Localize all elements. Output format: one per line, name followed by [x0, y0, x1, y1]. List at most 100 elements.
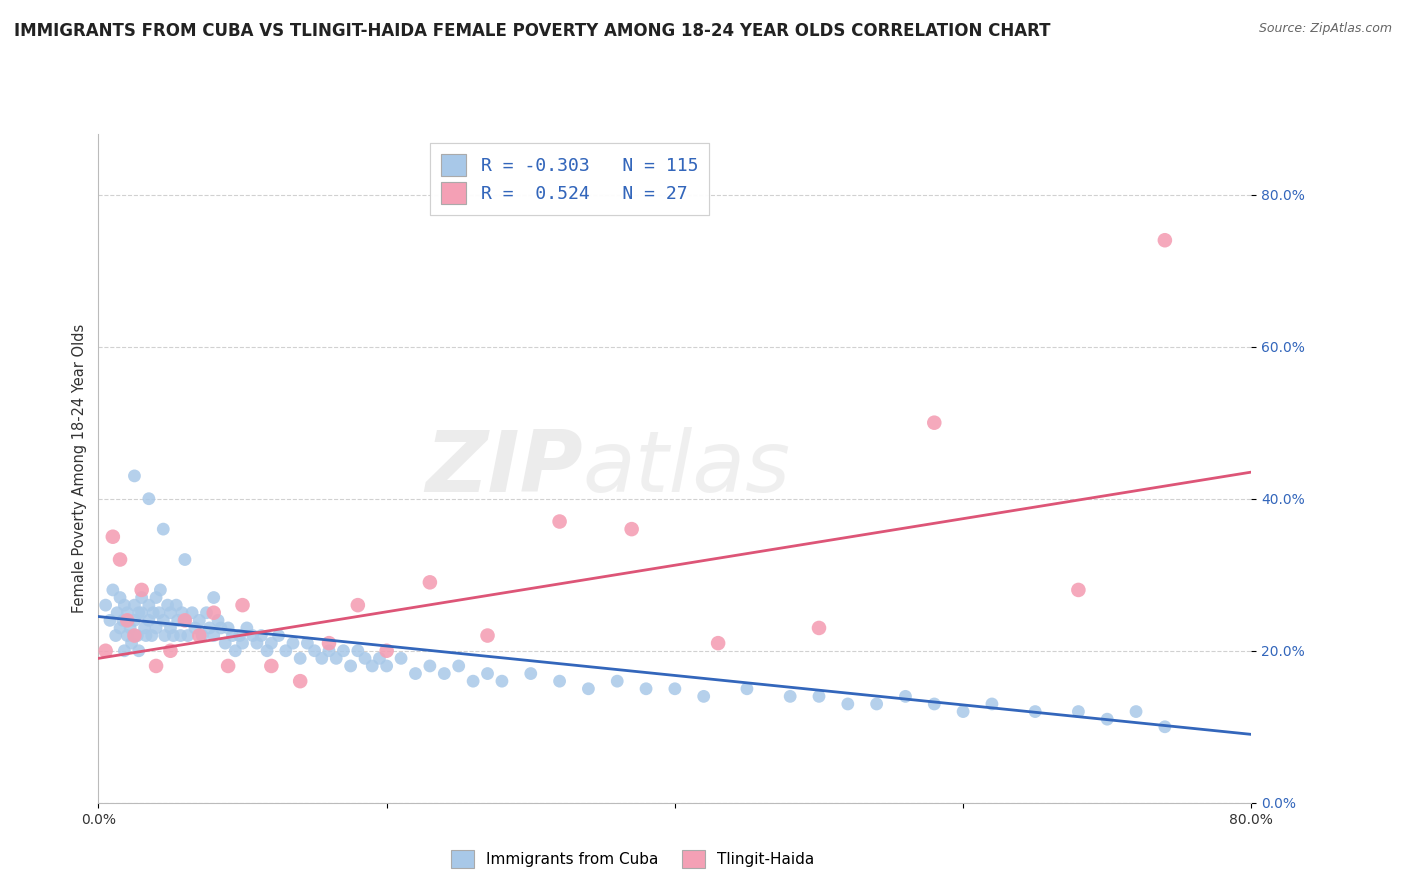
Point: [779, 690, 801, 704]
Point: [477, 628, 499, 642]
Point: [202, 606, 225, 620]
Point: [138, 598, 160, 612]
Text: atlas: atlas: [582, 426, 790, 510]
Point: [117, 606, 138, 620]
Point: [221, 628, 243, 642]
Point: [339, 659, 361, 673]
Point: [214, 636, 236, 650]
Point: [1153, 233, 1175, 247]
Point: [166, 613, 188, 627]
Point: [578, 681, 600, 696]
Point: [101, 582, 124, 597]
Point: [202, 628, 225, 642]
Point: [346, 598, 368, 612]
Point: [354, 651, 377, 665]
Point: [131, 582, 153, 597]
Point: [174, 552, 197, 566]
Point: [209, 621, 232, 635]
Point: [104, 628, 127, 642]
Point: [405, 666, 427, 681]
Text: Source: ZipAtlas.com: Source: ZipAtlas.com: [1258, 22, 1392, 36]
Y-axis label: Female Poverty Among 18-24 Year Olds: Female Poverty Among 18-24 Year Olds: [72, 324, 87, 613]
Point: [346, 644, 368, 658]
Point: [142, 606, 165, 620]
Point: [242, 628, 264, 642]
Point: [368, 651, 391, 665]
Point: [124, 598, 146, 612]
Point: [191, 628, 214, 642]
Point: [837, 697, 859, 711]
Point: [620, 522, 643, 536]
Point: [1024, 705, 1046, 719]
Point: [138, 491, 160, 506]
Point: [198, 621, 221, 635]
Point: [548, 515, 571, 529]
Point: [94, 598, 117, 612]
Point: [922, 416, 945, 430]
Point: [548, 674, 571, 689]
Point: [361, 659, 384, 673]
Legend: Immigrants from Cuba, Tlingit-Haida: Immigrants from Cuba, Tlingit-Haida: [444, 843, 821, 875]
Point: [297, 636, 319, 650]
Point: [188, 613, 211, 627]
Point: [134, 621, 156, 635]
Point: [188, 628, 211, 642]
Point: [318, 644, 340, 658]
Point: [124, 628, 146, 642]
Point: [105, 606, 128, 620]
Point: [152, 522, 174, 536]
Point: [520, 666, 543, 681]
Point: [153, 628, 176, 642]
Point: [375, 659, 398, 673]
Point: [217, 659, 239, 673]
Point: [117, 628, 138, 642]
Point: [1125, 705, 1147, 719]
Point: [304, 644, 326, 658]
Point: [236, 621, 259, 635]
Point: [866, 697, 889, 711]
Point: [108, 591, 131, 605]
Point: [606, 674, 628, 689]
Point: [274, 644, 297, 658]
Point: [169, 628, 191, 642]
Point: [124, 613, 146, 627]
Point: [807, 690, 830, 704]
Point: [145, 591, 167, 605]
Point: [491, 674, 513, 689]
Point: [318, 636, 340, 650]
Point: [461, 674, 484, 689]
Point: [419, 659, 441, 673]
Point: [127, 628, 149, 642]
Point: [332, 644, 354, 658]
Point: [195, 606, 218, 620]
Point: [260, 636, 283, 650]
Point: [231, 598, 254, 612]
Point: [112, 598, 135, 612]
Point: [807, 621, 830, 635]
Legend: R = -0.303   N = 115, R =  0.524   N = 27: R = -0.303 N = 115, R = 0.524 N = 27: [430, 143, 709, 215]
Point: [141, 628, 163, 642]
Point: [664, 681, 686, 696]
Point: [159, 621, 181, 635]
Point: [181, 606, 204, 620]
Text: IMMIGRANTS FROM CUBA VS TLINGIT-HAIDA FEMALE POVERTY AMONG 18-24 YEAR OLDS CORRE: IMMIGRANTS FROM CUBA VS TLINGIT-HAIDA FE…: [14, 22, 1050, 40]
Point: [922, 697, 945, 711]
Point: [111, 613, 134, 627]
Point: [124, 469, 146, 483]
Point: [117, 613, 138, 627]
Point: [1067, 705, 1090, 719]
Point: [131, 606, 153, 620]
Point: [120, 621, 142, 635]
Point: [735, 681, 758, 696]
Point: [636, 681, 658, 696]
Point: [128, 606, 150, 620]
Point: [1067, 582, 1090, 597]
Point: [165, 598, 187, 612]
Point: [981, 697, 1004, 711]
Point: [162, 628, 184, 642]
Point: [108, 552, 131, 566]
Point: [145, 659, 167, 673]
Point: [108, 621, 131, 635]
Point: [145, 621, 167, 635]
Point: [447, 659, 470, 673]
